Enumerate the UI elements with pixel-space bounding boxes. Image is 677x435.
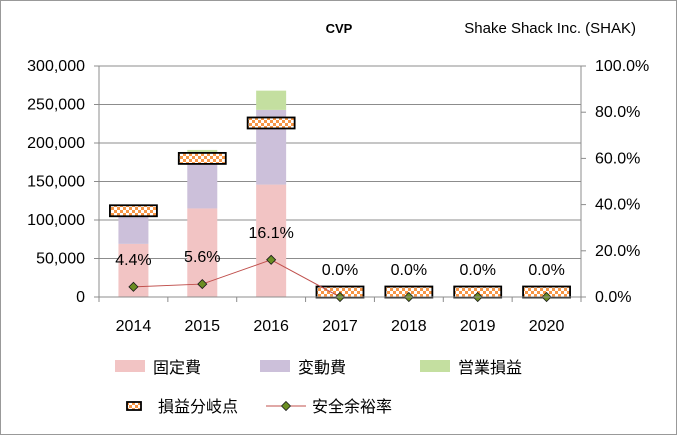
bar-segment [118, 216, 149, 244]
bar-segment [187, 158, 218, 209]
breakeven-marker [246, 116, 296, 130]
x-tick-label: 2018 [391, 318, 427, 335]
data-label: 0.0% [322, 262, 358, 279]
y-left-tick-label: 200,000 [27, 135, 85, 152]
bar-segment [256, 184, 287, 297]
legend-label: 営業損益 [458, 358, 522, 377]
y-right-tick-label: 0.0% [595, 289, 631, 306]
data-label: 4.4% [115, 252, 151, 269]
legend-swatch [420, 360, 450, 372]
legend-label: 損益分岐点 [158, 397, 238, 416]
x-tick-label: 2019 [460, 318, 496, 335]
legend-swatch [126, 401, 142, 411]
bar-segment [256, 90, 287, 110]
x-tick-label: 2020 [529, 318, 565, 335]
legend-swatch [115, 360, 145, 372]
legend-label: 安全余裕率 [312, 397, 392, 416]
y-right-tick-label: 40.0% [595, 197, 640, 214]
y-left-tick-label: 150,000 [27, 174, 85, 191]
legend-label: 固定費 [153, 358, 201, 377]
y-left-tick-label: 100,000 [27, 212, 85, 229]
legend-swatch [260, 360, 290, 372]
breakeven-marker [109, 204, 158, 218]
data-label: 0.0% [391, 262, 427, 279]
chart-title: CVP [326, 21, 353, 36]
safety-margin-point [128, 281, 139, 292]
y-left-tick-label: 300,000 [27, 58, 85, 75]
gridlines [99, 65, 581, 259]
data-label: 16.1% [248, 225, 293, 242]
y-right-tick-label: 80.0% [595, 104, 640, 121]
legend-diamond [280, 400, 292, 412]
x-tick-label: 2015 [184, 318, 220, 335]
data-label: 5.6% [184, 249, 220, 266]
y-right-tick-label: 60.0% [595, 150, 640, 167]
data-label: 0.0% [528, 262, 564, 279]
y-left-tick-label: 250,000 [27, 97, 85, 114]
y-right-tick-label: 100.0% [595, 58, 649, 75]
y-left-tick-label: 0 [76, 289, 85, 306]
x-tick-label: 2014 [116, 318, 152, 335]
safety-margin-point [266, 254, 277, 265]
data-label: 0.0% [459, 262, 495, 279]
data-labels: 4.4% 5.6% 16.1% 0.0% 0.0% 0.0% 0.0% [115, 225, 565, 279]
y-left-tick-label: 50,000 [36, 251, 85, 268]
breakeven-marker [177, 151, 227, 165]
axes: 0 50,000 100,000 150,000 200,000 250,000 300,0… [27, 58, 649, 335]
safety-margin-point [197, 278, 208, 290]
legend-label: 変動費 [298, 358, 346, 377]
y-right-tick-label: 20.0% [595, 243, 640, 260]
x-tick-label: 2016 [253, 318, 289, 335]
x-tick-label: 2017 [322, 318, 358, 335]
company-name: Shake Shack Inc. (SHAK) [464, 20, 636, 37]
